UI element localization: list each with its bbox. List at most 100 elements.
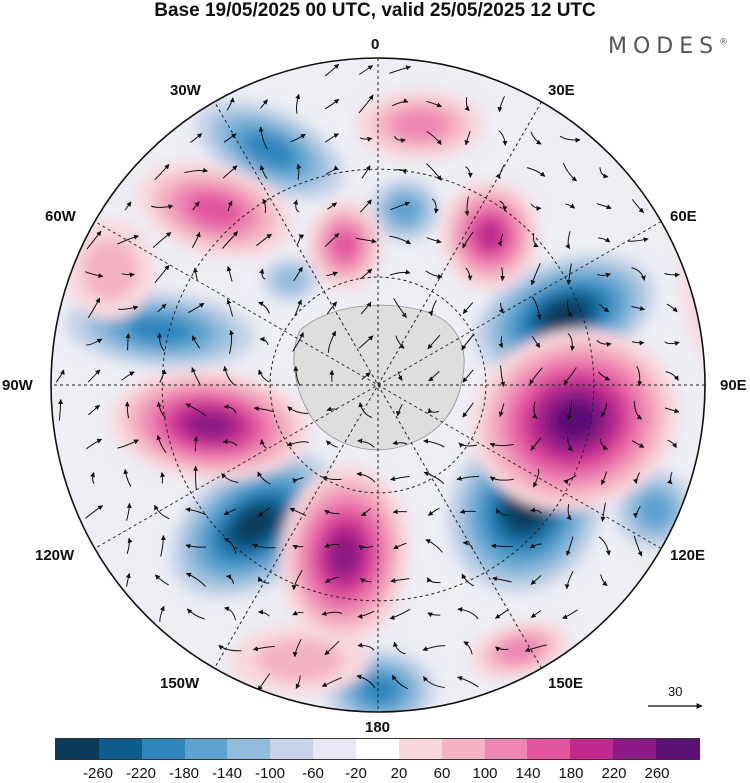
wind-vector bbox=[226, 574, 234, 584]
wind-vector bbox=[156, 434, 167, 454]
wind-vector bbox=[256, 233, 273, 247]
wind-vector bbox=[359, 65, 374, 75]
wind-vector bbox=[191, 335, 201, 349]
wind-vector bbox=[530, 203, 542, 211]
lon-label-0: 0 bbox=[371, 36, 380, 53]
wind-vector bbox=[464, 97, 470, 112]
wind-vector bbox=[117, 234, 140, 245]
wind-vector bbox=[159, 369, 167, 383]
polar-map bbox=[50, 57, 706, 713]
wind-vector bbox=[563, 474, 577, 485]
wind-vector bbox=[495, 165, 505, 180]
wind-vector bbox=[252, 645, 275, 652]
lon-label-180: 180 bbox=[365, 719, 391, 736]
wind-vector bbox=[327, 202, 338, 210]
wind-vector bbox=[427, 408, 440, 414]
wind-vector bbox=[627, 237, 649, 243]
wind-vector bbox=[294, 299, 302, 317]
wind-vector bbox=[187, 302, 205, 314]
wind-vector bbox=[152, 232, 172, 248]
wind-vector bbox=[296, 163, 302, 180]
wind-vector bbox=[391, 674, 409, 690]
lon-label-30e: 30E bbox=[548, 82, 575, 99]
wind-vector bbox=[498, 336, 504, 349]
wind-vector bbox=[530, 131, 542, 145]
colorbar-tick-label: -180 bbox=[168, 765, 200, 782]
wind-vector bbox=[533, 468, 540, 488]
wind-vector bbox=[88, 404, 100, 416]
wind-vector bbox=[565, 231, 571, 250]
wind-vector bbox=[324, 640, 340, 656]
wind-vector bbox=[601, 471, 607, 485]
wind-vector bbox=[321, 610, 343, 616]
graticule bbox=[51, 58, 705, 712]
lon-label-120e: 120E bbox=[670, 547, 706, 564]
wind-vector bbox=[597, 371, 611, 381]
wind-vector bbox=[291, 570, 303, 591]
wind-vector bbox=[191, 231, 201, 248]
wind-vector bbox=[87, 297, 101, 319]
wind-vector bbox=[154, 504, 170, 520]
wind-vector bbox=[253, 405, 275, 413]
wind-vector bbox=[499, 365, 506, 387]
lon-label-60w: 60W bbox=[45, 208, 76, 225]
wind-vector bbox=[422, 676, 445, 688]
colorbar-swatch bbox=[484, 739, 528, 759]
wind-vector bbox=[226, 97, 235, 111]
wind-vector bbox=[599, 438, 609, 450]
anomaly-contour bbox=[256, 638, 344, 682]
wind-vector bbox=[218, 644, 242, 652]
wind-vector bbox=[259, 439, 267, 449]
anomaly-contour bbox=[542, 300, 588, 330]
wind-vector bbox=[389, 608, 411, 620]
wind-vector bbox=[286, 441, 309, 447]
wind-vector bbox=[292, 332, 304, 352]
wind-vector bbox=[428, 300, 437, 317]
wind-vector bbox=[324, 509, 340, 515]
colorbar bbox=[55, 738, 700, 760]
colorbar-tick-label: 220 bbox=[601, 765, 627, 782]
wind-vector bbox=[462, 402, 474, 418]
wind-vector bbox=[185, 544, 207, 549]
colorbar-swatch bbox=[56, 739, 99, 759]
wind-vector bbox=[597, 272, 611, 278]
wind-vector bbox=[456, 475, 480, 481]
wind-vector bbox=[84, 271, 104, 279]
wind-vector bbox=[596, 203, 612, 210]
wind-vector bbox=[631, 267, 646, 281]
wind-vector bbox=[287, 406, 309, 414]
wind-vector bbox=[426, 163, 442, 181]
wind-vector bbox=[262, 198, 268, 213]
wind-vector bbox=[422, 645, 446, 652]
wind-vector bbox=[524, 644, 547, 652]
wind-vector bbox=[358, 402, 373, 418]
colorbar-swatch bbox=[570, 739, 614, 759]
wind-vector bbox=[426, 131, 442, 145]
lon-label-90e: 90E bbox=[720, 377, 747, 394]
wind-vector bbox=[598, 237, 611, 243]
wind-vector bbox=[489, 476, 514, 482]
wind-vector bbox=[389, 269, 411, 276]
wind-vector bbox=[394, 136, 406, 144]
wind-vector bbox=[356, 471, 376, 483]
anomaly-contour bbox=[391, 109, 449, 141]
wind-vector bbox=[222, 365, 236, 386]
anomaly-contour bbox=[553, 400, 597, 440]
wind-vector bbox=[293, 365, 301, 386]
colorbar-tick-label: 180 bbox=[558, 765, 584, 782]
wind-vector bbox=[117, 439, 139, 449]
wind-vector bbox=[497, 96, 505, 113]
wind-vector bbox=[530, 262, 541, 286]
wind-vector bbox=[86, 338, 103, 346]
wind-vector bbox=[632, 506, 641, 519]
wind-vector bbox=[498, 130, 508, 146]
wind-vector bbox=[426, 237, 442, 244]
wind-vector bbox=[497, 233, 504, 247]
wind-vector bbox=[390, 578, 410, 584]
colorbar-tick-label: 20 bbox=[390, 765, 408, 782]
wind-vector bbox=[191, 367, 201, 385]
wind-vector bbox=[227, 200, 233, 212]
wind-vector bbox=[664, 341, 680, 346]
wind-vector bbox=[358, 94, 374, 114]
wind-vector bbox=[389, 65, 412, 74]
